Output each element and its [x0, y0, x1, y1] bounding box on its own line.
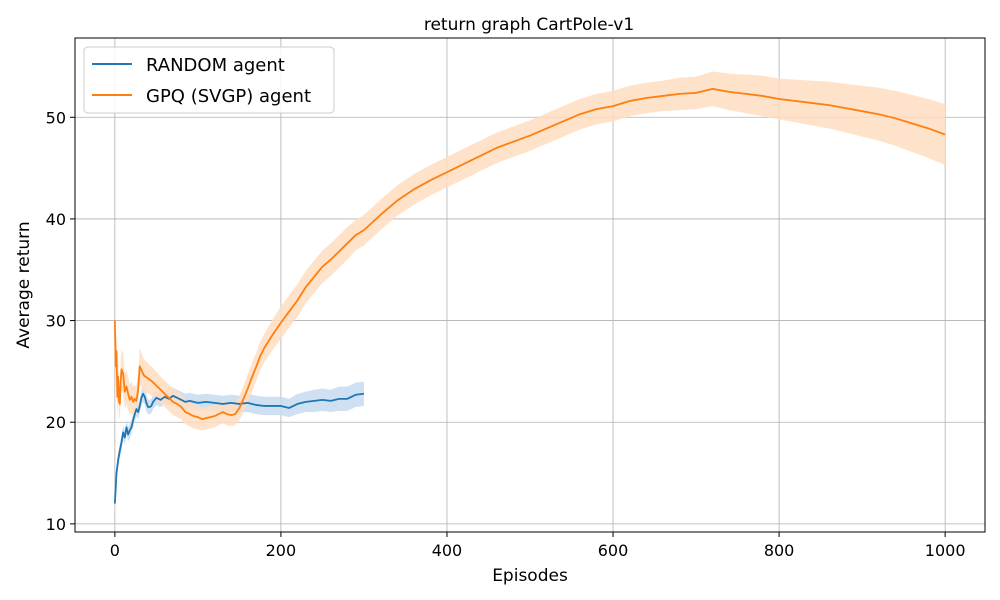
y-tick-label: 20: [46, 413, 66, 432]
series-line-gpq: [113, 87, 946, 421]
x-axis-title: Episodes: [492, 566, 568, 586]
x-tick-label: 200: [266, 541, 297, 560]
legend: RANDOM agent GPQ (SVGP) agent: [83, 46, 335, 114]
y-axis-title: Average return: [14, 221, 34, 348]
plot-frame: [74, 37, 986, 533]
chart-title: return graph CartPole-v1: [424, 15, 634, 35]
y-tick-label: 50: [46, 108, 66, 127]
x-tick-label: 600: [598, 541, 629, 560]
legend-label-gpq: GPQ (SVGP) agent: [146, 86, 311, 107]
band-gpq: [114, 71, 946, 431]
tick-layer: 0 200 400 600 800 1000 10 20 30 40 50: [46, 108, 966, 560]
legend-label-random: RANDOM agent: [146, 55, 285, 76]
legend-box: [83, 46, 335, 114]
line-layer: [113, 87, 946, 504]
y-tick-label: 30: [46, 312, 66, 331]
x-tick-label: 1000: [925, 541, 966, 560]
y-tick-label: 40: [46, 210, 66, 229]
x-tick-label: 0: [110, 541, 120, 560]
x-tick-label: 400: [432, 541, 463, 560]
band-layer: [114, 71, 946, 509]
x-tick-label: 800: [764, 541, 795, 560]
y-tick-label: 10: [46, 515, 66, 534]
